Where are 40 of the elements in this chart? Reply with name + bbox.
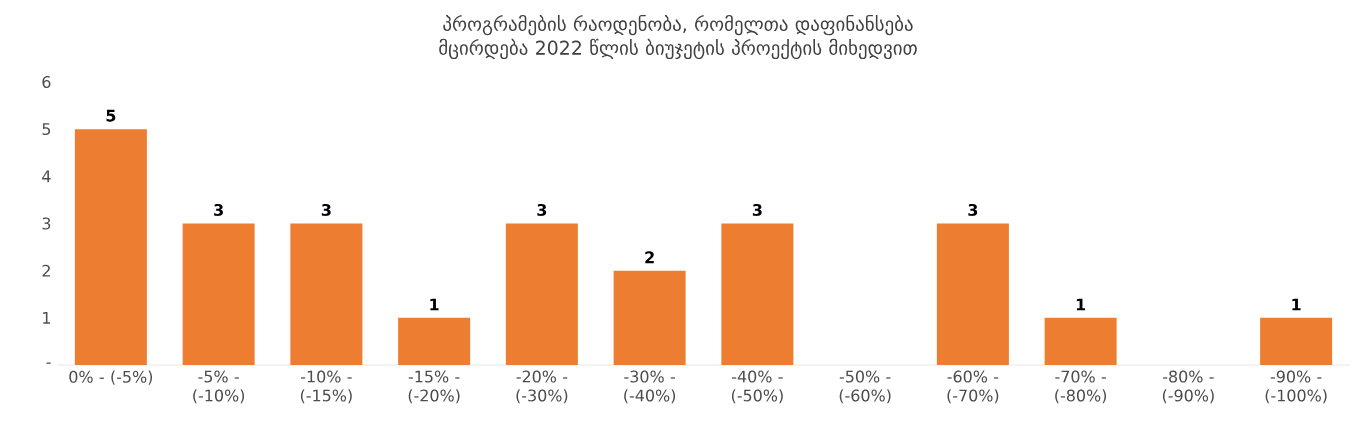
x-tick-label: -60% - (-70%) xyxy=(947,370,999,404)
bar xyxy=(182,223,255,365)
x-tick-label: -80% - (-90%) xyxy=(1162,370,1214,404)
data-label: 1 xyxy=(1076,298,1086,311)
data-label: 5 xyxy=(106,109,116,122)
bar xyxy=(613,270,686,365)
x-tick-label: -5% - (-10%) xyxy=(193,370,245,404)
x-tick-label: -15% - (-20%) xyxy=(408,370,460,404)
bar xyxy=(1260,317,1333,365)
chart-title: პროგრამების რაოდენობა, რომელთა დაფინანსება მცირდება 2022 წლის ბიუჯეტის პროექტის მიხედვით xyxy=(439,14,917,60)
bar xyxy=(721,223,794,365)
y-tick-label: 3 xyxy=(42,217,51,230)
x-tick-label: -50% - (-60%) xyxy=(839,370,891,404)
data-label: 3 xyxy=(537,203,547,216)
data-label: 1 xyxy=(1292,298,1301,311)
y-tick-label: 1 xyxy=(43,312,51,324)
y-tick-label: 4 xyxy=(42,170,51,183)
x-tick-label: -40% - (-50%) xyxy=(731,370,783,404)
bar xyxy=(398,317,471,365)
data-label: 3 xyxy=(321,203,331,216)
bar xyxy=(290,223,363,365)
x-tick-label: -70% - (-80%) xyxy=(1055,370,1107,404)
x-tick-label: -30% - (-40%) xyxy=(624,370,676,404)
x-tick-label: -90% - (-100%) xyxy=(1265,370,1327,404)
data-label: 3 xyxy=(214,203,223,216)
bar xyxy=(936,223,1009,365)
data-label: 1 xyxy=(430,298,439,311)
bar xyxy=(505,223,578,365)
data-label: 3 xyxy=(752,203,762,216)
data-label: 2 xyxy=(645,251,654,264)
bar xyxy=(1044,317,1117,365)
y-tick-label: 5 xyxy=(42,123,51,136)
y-tick-label: 6 xyxy=(42,75,51,89)
y-tick-label: - xyxy=(46,362,51,364)
data-label: 3 xyxy=(968,203,978,216)
x-tick-label: -20% - (-30%) xyxy=(516,370,568,404)
x-tick-label: 0% - (-5%) xyxy=(69,370,153,385)
y-tick-label: 2 xyxy=(42,264,50,277)
x-tick-label: -10% - (-15%) xyxy=(300,370,352,404)
bar xyxy=(74,129,147,365)
